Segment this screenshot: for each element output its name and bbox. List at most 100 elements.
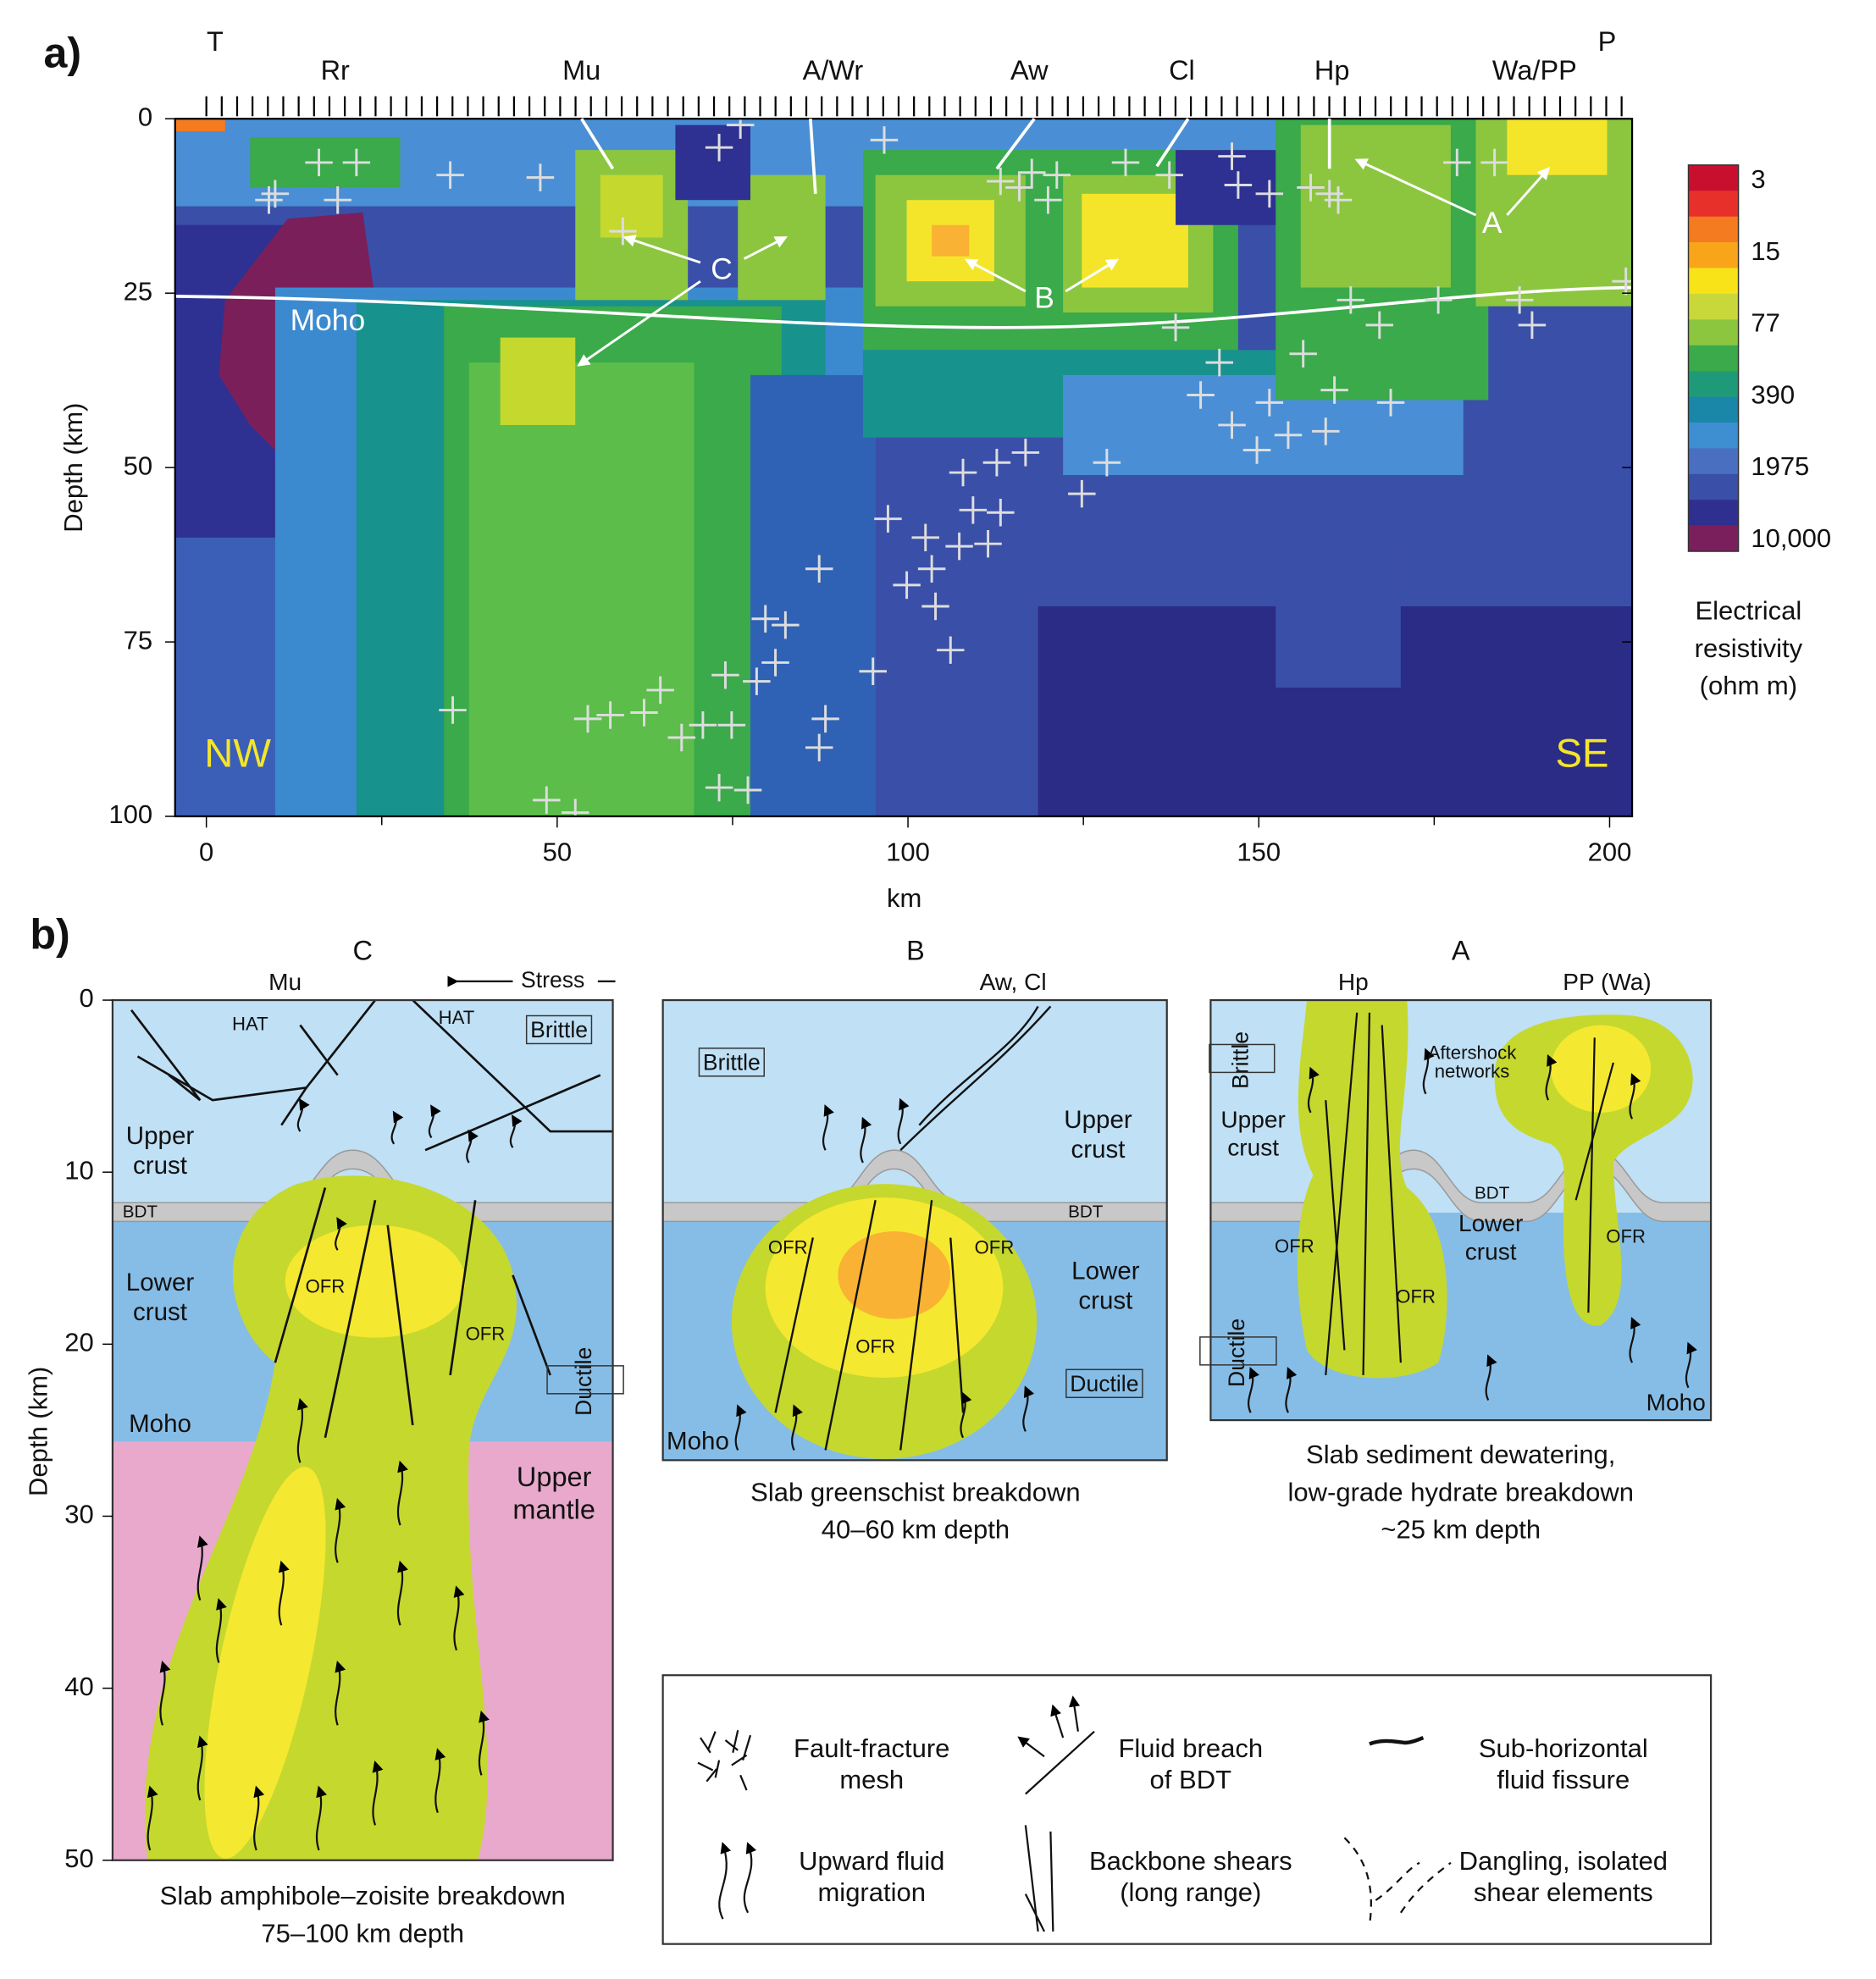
axis-title: Depth (km) (23, 1367, 53, 1496)
earthquake (1043, 161, 1071, 189)
label: Brittle (530, 1017, 588, 1042)
earthquake (987, 167, 1015, 196)
label: Ductile (1070, 1371, 1138, 1396)
label: Lower (126, 1269, 195, 1296)
label: networks (1435, 1061, 1510, 1082)
station-label: A/Wr (803, 55, 864, 86)
fluid-arrow (428, 1104, 441, 1139)
label: 75–100 km depth (261, 1919, 464, 1949)
y-tick-label: 30 (64, 1500, 93, 1529)
colorbar (1687, 164, 1740, 552)
y-tick-label: 0 (138, 102, 152, 131)
earthquake (1205, 348, 1233, 377)
earthquake (726, 119, 755, 139)
label-box (525, 1014, 593, 1045)
earthquake (630, 699, 658, 727)
fluid-arrow (159, 1660, 171, 1726)
colorbar-tick-label: 10,000 (1751, 523, 1831, 553)
label: Ductile (571, 1347, 596, 1416)
fluid-arrow (215, 1598, 227, 1663)
resistivity-section (174, 119, 1633, 817)
earthquake (609, 217, 637, 246)
label: Slab amphibole–zoisite breakdown (160, 1881, 566, 1910)
fluid-arrow (1629, 1317, 1641, 1363)
colorbar-band (1688, 422, 1739, 449)
label: ~25 km depth (1381, 1515, 1541, 1545)
fluid-arrow (1248, 1367, 1259, 1413)
fluid-arrow (1307, 1066, 1320, 1114)
y-tick-label: 0 (79, 983, 93, 1013)
legend-text: of BDT (1150, 1765, 1232, 1794)
legend-text: mesh (839, 1765, 904, 1794)
label: Mu (268, 969, 302, 995)
earthquake (342, 148, 371, 177)
fluid-arrow (1485, 1354, 1497, 1401)
colorbar-band (1688, 319, 1739, 346)
label: Slab greenschist breakdown (750, 1477, 1081, 1506)
y-tick-label: 50 (124, 451, 152, 480)
earthquake (874, 505, 902, 533)
label: Ductile (1224, 1318, 1249, 1387)
earthquake (1161, 313, 1190, 342)
legend-text: migration (817, 1877, 926, 1907)
label: Moho (291, 303, 366, 337)
station-label: T (207, 26, 224, 57)
y-tick-label: 10 (64, 1155, 93, 1185)
colorbar-band (1688, 293, 1739, 320)
y-tick-label: 25 (124, 276, 152, 306)
label-box (1199, 1336, 1277, 1366)
earthquake (439, 696, 467, 724)
label: Lower (1071, 1258, 1140, 1285)
label: Aftershock (1428, 1042, 1517, 1063)
fluid-arrow (734, 1404, 747, 1451)
earthquake (987, 499, 1015, 527)
fluid-arrow (315, 1785, 327, 1851)
legend-text: Fault-fracture (794, 1733, 949, 1763)
earthquake (1034, 185, 1062, 214)
fluid-arrow (434, 1748, 446, 1814)
label: OFR (1396, 1285, 1436, 1307)
panel-label: a) (44, 30, 82, 77)
axis-title: km (887, 883, 921, 913)
colorbar-band (1688, 191, 1739, 217)
panel-b-frame (661, 998, 1168, 1462)
label: OFR (855, 1335, 895, 1357)
earthquake (1255, 180, 1284, 208)
fluid-arrow (196, 1735, 208, 1801)
fluid-arrow (960, 1391, 972, 1439)
earthquake (255, 185, 283, 214)
earthquake (1324, 185, 1353, 214)
earthquake (261, 180, 290, 208)
label: Lower (1458, 1210, 1523, 1236)
earthquake (689, 711, 717, 739)
fluid-arrow (335, 1217, 347, 1251)
earthquake (959, 496, 988, 524)
earthquake (573, 705, 602, 733)
colorbar-tick-label: 77 (1751, 308, 1779, 338)
label: A (1452, 936, 1470, 966)
x-tick-label: 100 (886, 837, 930, 867)
colorbar-tick-label: 390 (1751, 379, 1795, 409)
label: Upper (126, 1122, 195, 1150)
label: OFR (1275, 1235, 1314, 1257)
colorbar-title: Electrical (1695, 596, 1801, 626)
label: OFR (306, 1275, 346, 1296)
earthquake (937, 636, 965, 664)
label: Aw, Cl (980, 969, 1047, 995)
label: crust (1227, 1135, 1279, 1161)
legend-text: Upward fluid (799, 1846, 944, 1876)
label: OFR (768, 1237, 808, 1258)
label: C (711, 252, 733, 286)
y-tick-label: 40 (64, 1672, 93, 1701)
colorbar-band (1688, 396, 1739, 423)
earthquake (1093, 448, 1121, 477)
panel-c-frame (111, 998, 614, 1861)
earthquake (1480, 148, 1508, 177)
station-ticks (205, 96, 1623, 117)
earthquake (1376, 389, 1405, 417)
label: B (906, 936, 925, 966)
earthquake (1424, 286, 1453, 314)
label: SE (1555, 732, 1608, 777)
earthquake (1242, 436, 1271, 464)
